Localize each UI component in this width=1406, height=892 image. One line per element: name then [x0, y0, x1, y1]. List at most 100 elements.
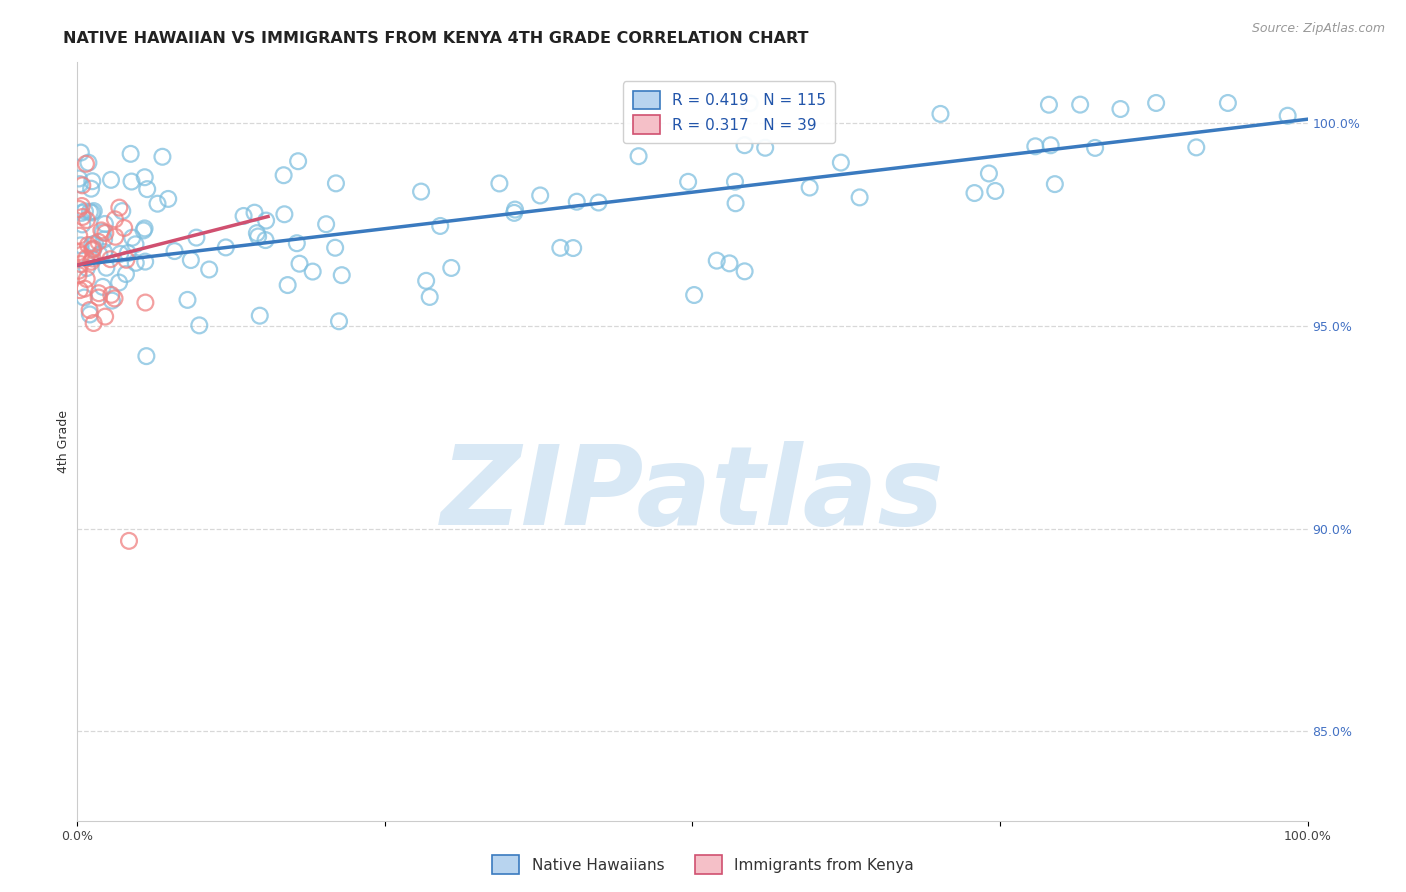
Point — [1216, 95, 1239, 110]
Y-axis label: 4th Grade: 4th Grade — [58, 410, 70, 473]
Point — [72, 178, 94, 193]
Point — [115, 252, 138, 267]
Point — [108, 276, 131, 290]
Point — [93, 245, 115, 260]
Point — [83, 316, 105, 330]
Point — [180, 253, 202, 268]
Point — [72, 218, 94, 232]
Point — [96, 260, 118, 275]
Point — [1069, 97, 1091, 112]
Legend: R = 0.419   N = 115, R = 0.317   N = 39: R = 0.419 N = 115, R = 0.317 N = 39 — [623, 81, 835, 144]
Point — [70, 199, 93, 213]
Point — [285, 236, 308, 251]
Point — [67, 268, 90, 282]
Point — [1043, 177, 1066, 191]
Point — [254, 233, 277, 247]
Point — [440, 260, 463, 275]
Point — [73, 204, 96, 219]
Point — [273, 168, 295, 182]
Text: ZIPatlas: ZIPatlas — [440, 442, 945, 548]
Point — [124, 237, 146, 252]
Point — [157, 192, 180, 206]
Point — [152, 150, 174, 164]
Point — [277, 278, 299, 293]
Point — [79, 308, 101, 322]
Point — [121, 230, 143, 244]
Point — [328, 314, 350, 328]
Point — [215, 240, 238, 254]
Point — [83, 204, 105, 219]
Point — [82, 237, 104, 252]
Point — [529, 188, 551, 202]
Point — [734, 138, 756, 153]
Point — [118, 533, 141, 548]
Point — [188, 318, 211, 333]
Point — [724, 175, 747, 189]
Point — [718, 256, 741, 270]
Point — [254, 213, 277, 227]
Point — [80, 182, 103, 196]
Point — [288, 257, 311, 271]
Point — [73, 282, 96, 296]
Point — [676, 175, 699, 189]
Point — [69, 283, 91, 297]
Point — [77, 238, 100, 252]
Point — [87, 291, 110, 305]
Point — [163, 244, 186, 258]
Point — [249, 309, 271, 323]
Point — [1038, 97, 1060, 112]
Point — [90, 223, 112, 237]
Point — [287, 154, 309, 169]
Point — [75, 157, 97, 171]
Point — [69, 177, 91, 191]
Point — [565, 194, 588, 209]
Point — [82, 205, 104, 219]
Text: Source: ZipAtlas.com: Source: ZipAtlas.com — [1251, 22, 1385, 36]
Point — [115, 267, 138, 281]
Point — [848, 190, 870, 204]
Point — [108, 247, 131, 261]
Point — [91, 225, 114, 239]
Point — [325, 177, 347, 191]
Point — [738, 96, 761, 111]
Point — [198, 262, 221, 277]
Point — [1109, 102, 1132, 116]
Point — [117, 246, 139, 260]
Point — [67, 202, 90, 216]
Point — [87, 286, 110, 301]
Point — [75, 251, 97, 265]
Point — [132, 223, 155, 237]
Point — [120, 146, 142, 161]
Point — [562, 241, 585, 255]
Point — [82, 242, 104, 256]
Point — [799, 180, 821, 194]
Point — [67, 228, 90, 243]
Point — [79, 205, 101, 219]
Point — [100, 288, 122, 302]
Point — [1084, 141, 1107, 155]
Point — [67, 171, 90, 186]
Point — [80, 254, 103, 268]
Point — [984, 184, 1007, 198]
Point — [69, 145, 91, 160]
Point — [963, 186, 986, 200]
Point — [87, 235, 110, 249]
Point — [134, 295, 156, 310]
Point — [1185, 140, 1208, 154]
Point — [67, 245, 90, 260]
Point — [315, 217, 337, 231]
Point — [82, 243, 104, 257]
Point — [1144, 95, 1167, 110]
Point — [734, 264, 756, 278]
Point — [103, 292, 125, 306]
Point — [134, 254, 156, 268]
Point — [503, 206, 526, 220]
Point — [100, 173, 122, 187]
Point — [101, 293, 124, 308]
Point — [69, 257, 91, 271]
Point — [330, 268, 353, 282]
Point — [135, 349, 157, 363]
Point — [67, 264, 90, 278]
Point — [79, 303, 101, 318]
Point — [94, 217, 117, 231]
